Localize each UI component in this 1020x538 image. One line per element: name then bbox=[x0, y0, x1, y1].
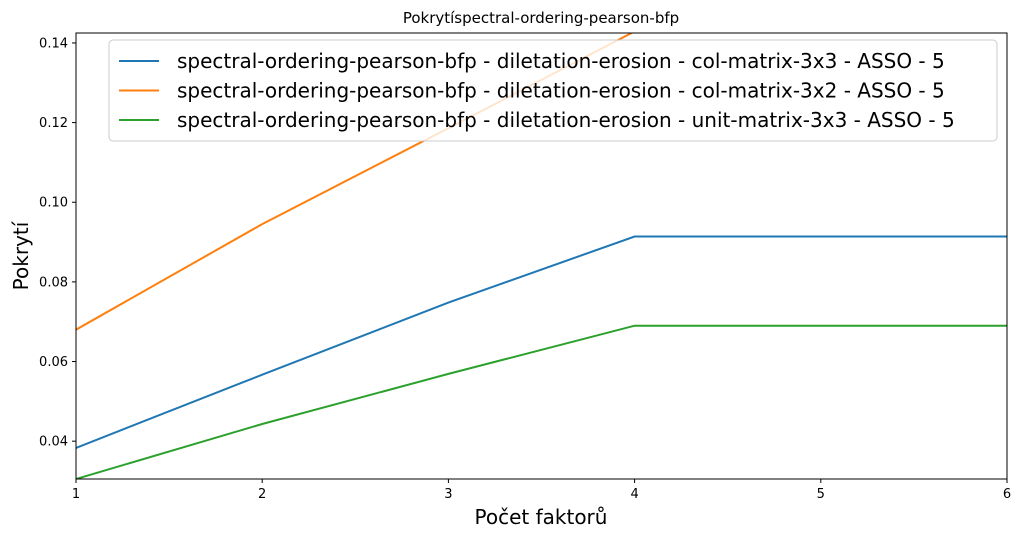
legend: spectral-ordering-pearson-bfp - diletati… bbox=[108, 39, 998, 142]
y-tick-label: 0.08 bbox=[39, 275, 68, 290]
legend-box bbox=[108, 39, 998, 142]
x-axis: 1 2 3 4 5 6 bbox=[72, 479, 1011, 502]
x-tick-label: 4 bbox=[630, 487, 638, 502]
y-tick-label: 0.12 bbox=[39, 116, 68, 131]
x-tick-label: 3 bbox=[444, 487, 452, 502]
plot-frame bbox=[75, 32, 1008, 480]
x-axis-label: Počet faktorů bbox=[475, 505, 608, 529]
series-line-1 bbox=[76, 235, 1007, 449]
legend-label-2: spectral-ordering-pearson-bfp - diletati… bbox=[177, 79, 945, 103]
legend-label-3: spectral-ordering-pearson-bfp - diletati… bbox=[177, 108, 955, 132]
y-tick-label: 0.14 bbox=[39, 36, 68, 51]
x-tick-label: 1 bbox=[72, 487, 80, 502]
x-tick-label: 5 bbox=[817, 487, 825, 502]
y-axis: 0.04 0.06 0.08 0.10 0.12 0.14 bbox=[39, 36, 76, 450]
legend-label-1: spectral-ordering-pearson-bfp - diletati… bbox=[177, 49, 945, 73]
y-tick-label: 0.04 bbox=[39, 435, 68, 450]
y-tick-label: 0.06 bbox=[39, 355, 68, 370]
y-axis-label: Pokrytí bbox=[9, 220, 33, 290]
x-tick-label: 6 bbox=[1003, 487, 1011, 502]
chart-title: Pokrytíspectral-ordering-pearson-bfp bbox=[403, 9, 679, 27]
x-tick-label: 2 bbox=[258, 487, 266, 502]
y-tick-label: 0.10 bbox=[39, 196, 68, 211]
series-line-3 bbox=[76, 324, 1007, 479]
